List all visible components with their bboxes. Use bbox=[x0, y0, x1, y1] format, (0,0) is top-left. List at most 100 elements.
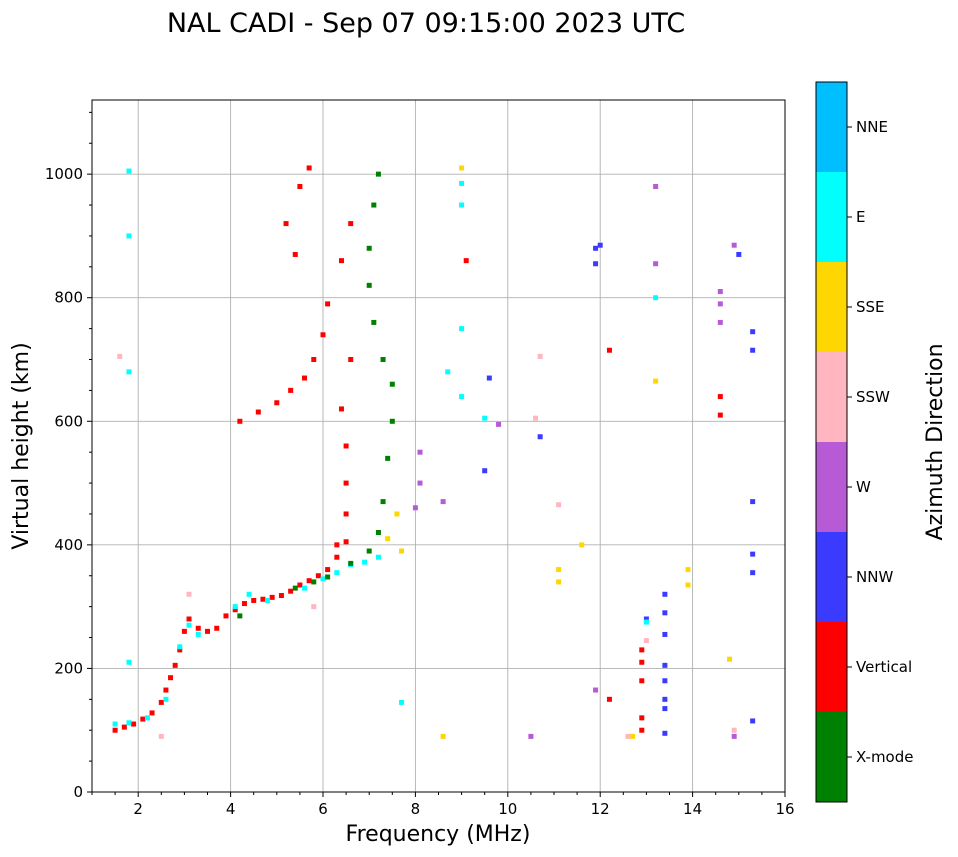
data-point bbox=[251, 597, 257, 603]
data-point bbox=[241, 601, 247, 607]
data-point bbox=[606, 347, 612, 353]
data-point bbox=[385, 455, 391, 461]
data-point bbox=[459, 326, 465, 332]
data-point bbox=[168, 675, 174, 681]
data-point bbox=[325, 574, 331, 580]
data-point bbox=[653, 184, 659, 189]
data-point bbox=[163, 687, 169, 693]
data-point bbox=[750, 347, 756, 353]
data-point bbox=[459, 394, 465, 400]
data-point bbox=[639, 715, 645, 721]
data-point bbox=[417, 449, 423, 455]
data-point bbox=[685, 567, 691, 573]
data-point bbox=[246, 591, 252, 597]
data-point bbox=[140, 716, 146, 722]
data-point bbox=[343, 511, 349, 517]
data-point bbox=[662, 662, 668, 668]
data-point bbox=[366, 548, 372, 554]
data-point bbox=[302, 375, 308, 381]
data-point bbox=[158, 699, 164, 705]
data-point bbox=[579, 542, 585, 548]
data-point bbox=[750, 551, 756, 557]
data-point bbox=[306, 578, 312, 584]
data-point bbox=[343, 443, 349, 449]
data-point bbox=[186, 591, 192, 597]
data-point bbox=[662, 696, 668, 702]
colorbar-segment bbox=[816, 532, 847, 622]
data-point bbox=[334, 554, 340, 560]
data-point bbox=[482, 468, 488, 474]
data-point bbox=[389, 418, 395, 424]
data-point bbox=[736, 251, 742, 257]
x-tick-label: 6 bbox=[318, 800, 328, 818]
data-point bbox=[593, 245, 599, 251]
data-point bbox=[662, 706, 668, 712]
y-axis-ticks: 0 200 400 600 800 1000 bbox=[45, 111, 92, 801]
data-point bbox=[750, 718, 756, 724]
data-point bbox=[643, 616, 649, 622]
colorbar-segment bbox=[816, 262, 847, 352]
y-tick-label: 400 bbox=[54, 536, 83, 554]
data-point bbox=[306, 165, 312, 171]
y-tick-label: 1000 bbox=[45, 165, 83, 183]
data-point bbox=[292, 585, 298, 591]
colorbar-tick-label: SSW bbox=[856, 388, 890, 406]
data-point bbox=[639, 727, 645, 733]
data-point bbox=[717, 394, 723, 400]
data-point bbox=[338, 406, 344, 412]
colorbar-segment bbox=[816, 622, 847, 712]
data-point bbox=[717, 289, 723, 295]
data-point bbox=[662, 730, 668, 736]
data-point bbox=[653, 261, 659, 267]
data-point bbox=[112, 721, 118, 727]
data-point bbox=[186, 622, 192, 628]
data-point bbox=[717, 319, 723, 325]
colorbar-segment bbox=[816, 712, 847, 802]
data-point bbox=[177, 647, 183, 653]
x-tick-label: 16 bbox=[775, 800, 794, 818]
data-point bbox=[297, 582, 303, 588]
data-point bbox=[399, 548, 405, 554]
data-point bbox=[662, 610, 668, 616]
grid-lines bbox=[92, 100, 785, 792]
data-point bbox=[556, 567, 562, 573]
data-point bbox=[205, 628, 210, 634]
data-point bbox=[639, 678, 645, 684]
colorbar: X-mode Vertical NNW W SSW SSE E NNE bbox=[815, 81, 913, 803]
data-point bbox=[375, 171, 381, 177]
data-point bbox=[380, 357, 386, 362]
data-point bbox=[232, 604, 238, 610]
data-point bbox=[643, 619, 649, 625]
data-point bbox=[126, 233, 132, 239]
data-point bbox=[186, 616, 192, 622]
data-point bbox=[556, 502, 562, 508]
data-point bbox=[315, 573, 321, 579]
colorbar-segment bbox=[816, 172, 847, 262]
data-point bbox=[334, 542, 340, 548]
data-point bbox=[380, 499, 386, 505]
data-point bbox=[630, 733, 636, 739]
data-point bbox=[556, 579, 562, 585]
data-point bbox=[639, 659, 645, 665]
data-point bbox=[639, 647, 645, 653]
data-point bbox=[320, 576, 326, 582]
data-point bbox=[348, 357, 354, 362]
data-point bbox=[126, 369, 132, 375]
y-tick-label: 0 bbox=[73, 783, 83, 801]
colorbar-tick-label: SSE bbox=[856, 298, 885, 316]
colorbar-label: Azimuth Direction bbox=[923, 343, 948, 540]
data-point bbox=[445, 369, 451, 375]
data-point bbox=[482, 415, 488, 421]
data-point bbox=[496, 421, 502, 427]
data-point bbox=[338, 258, 344, 264]
colorbar-segment bbox=[816, 352, 847, 442]
colorbar-tick-label: E bbox=[856, 208, 865, 226]
data-point bbox=[195, 631, 201, 637]
data-point bbox=[177, 644, 183, 650]
data-point bbox=[371, 319, 377, 325]
data-point bbox=[320, 332, 326, 338]
data-point bbox=[727, 656, 733, 662]
data-point bbox=[343, 480, 349, 486]
data-point bbox=[731, 727, 737, 733]
data-point bbox=[717, 301, 723, 307]
